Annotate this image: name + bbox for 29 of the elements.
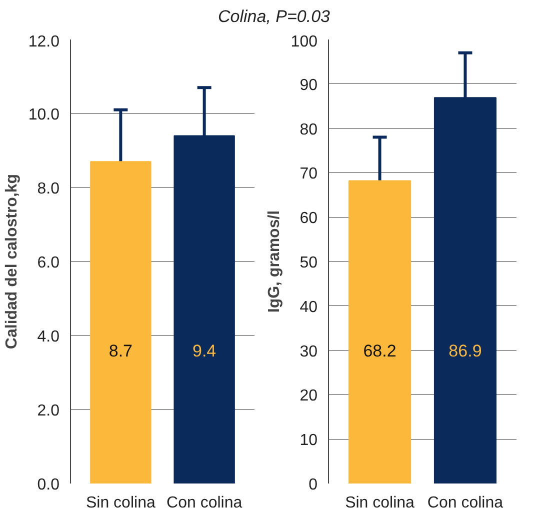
- y-tick-label: 0.0: [37, 476, 60, 494]
- y-tick-label: 30: [300, 343, 318, 360]
- y-tick-label: 10: [300, 432, 318, 450]
- x-tick-label: Sin colina: [345, 494, 415, 512]
- y-tick-label: 60: [300, 210, 318, 228]
- x-tick-label: Sin colina: [86, 494, 156, 512]
- y-tick-label: 10.0: [28, 106, 60, 124]
- y-tick-label: 20: [300, 388, 318, 405]
- y-tick-label: 4.0: [37, 328, 60, 346]
- y-tick-label: 12.0: [28, 34, 60, 50]
- x-tick-label: Con colina: [166, 494, 242, 512]
- data-label: 86.9: [448, 341, 482, 360]
- data-label: 68.2: [363, 341, 396, 360]
- x-tick-label: Con colina: [427, 494, 504, 512]
- data-label: 8.7: [108, 341, 133, 360]
- y-tick-label: 2.0: [37, 402, 60, 420]
- y-axis-title: IgG, gramos/l: [266, 210, 283, 313]
- y-tick-label: 6.0: [37, 254, 60, 272]
- y-tick-label: 50: [300, 254, 318, 272]
- y-tick-label: 0: [308, 476, 318, 494]
- chart-title: Colina, P=0.03: [218, 6, 330, 28]
- y-tick-label: 80: [300, 121, 318, 138]
- y-tick-label: 100: [290, 34, 318, 50]
- data-label: 9.4: [192, 341, 216, 360]
- y-tick-label: 40: [300, 298, 318, 316]
- y-tick-label: 90: [300, 76, 318, 94]
- y-tick-label: 8.0: [37, 180, 60, 198]
- y-axis-title: Calidad del calostro,kg: [3, 174, 20, 350]
- y-tick-label: 70: [300, 166, 318, 183]
